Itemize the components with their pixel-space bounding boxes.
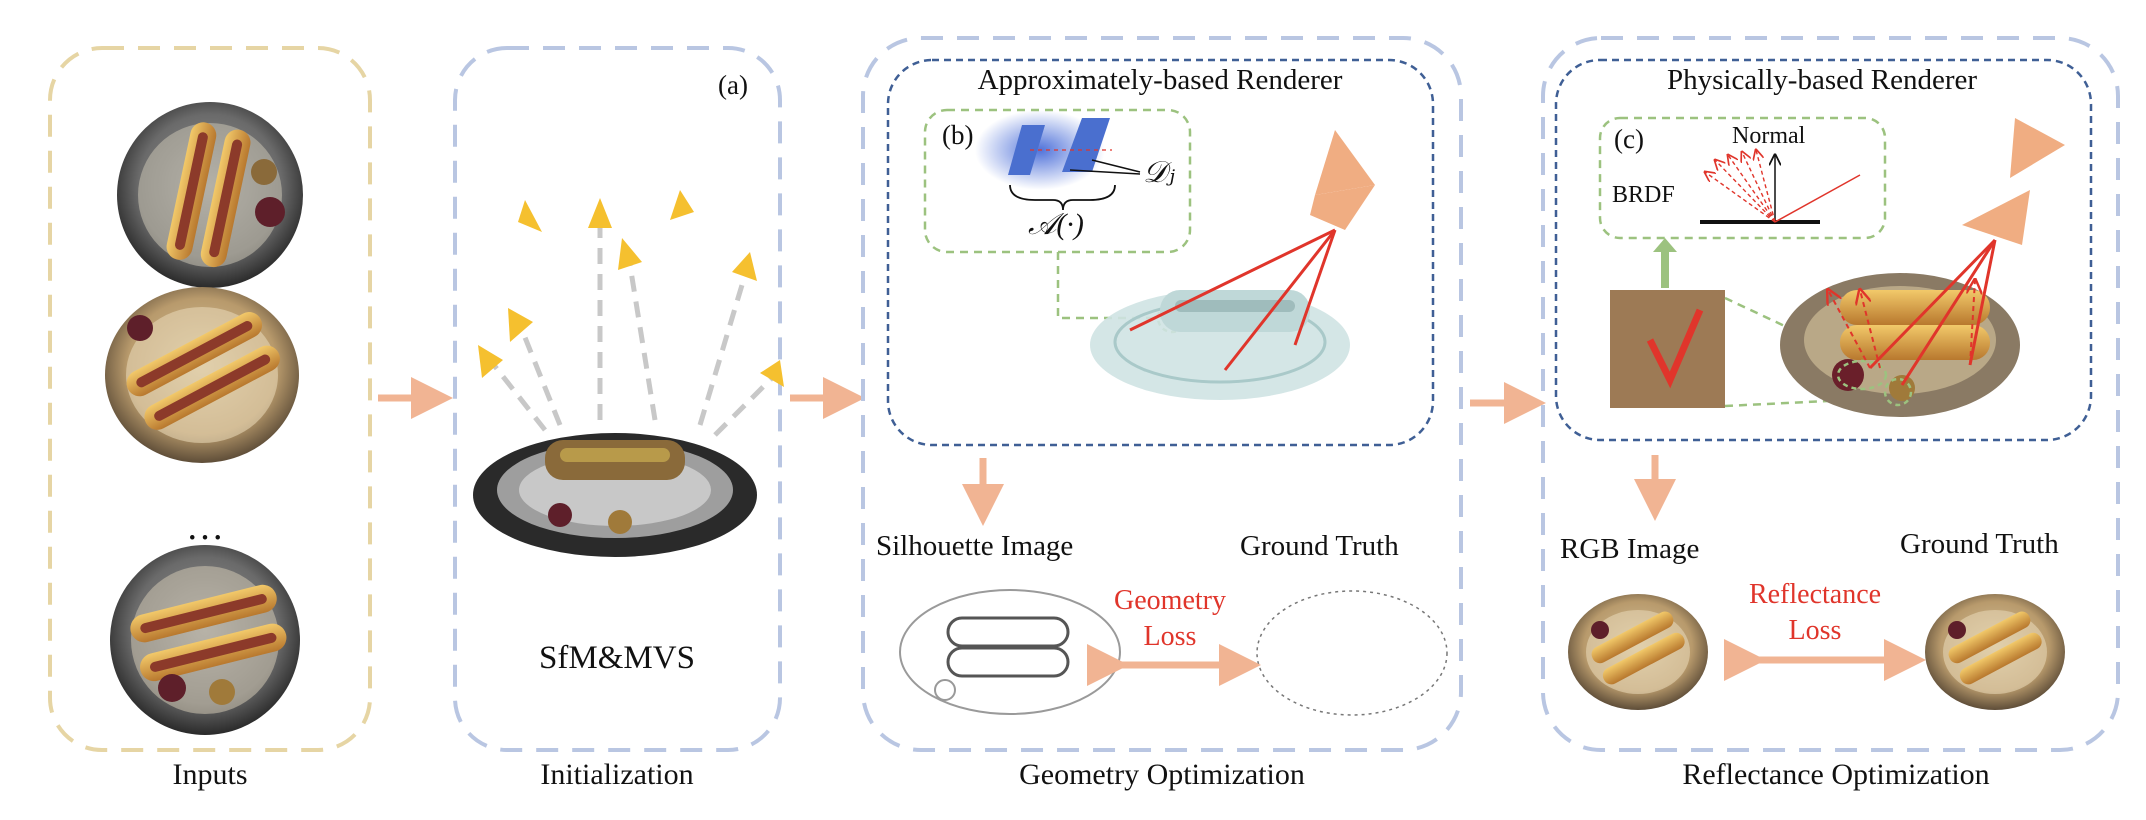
- reflectance-loss-label: Reflectance Loss: [1749, 577, 1881, 649]
- brdf-sketch: [1700, 150, 1861, 224]
- gaussian-triangles: [975, 110, 1141, 211]
- input-image-3: [110, 545, 300, 735]
- ground-truth-silhouette: [1256, 590, 1448, 716]
- reflectance-loss-line2: Loss: [1788, 615, 1842, 646]
- inset-c-tag: (c): [1614, 124, 1644, 154]
- rays-reflectance-bounce: [1828, 280, 1975, 369]
- geometry-loss-line1: Geometry: [1114, 585, 1226, 616]
- normal-label: Normal: [1732, 123, 1806, 149]
- reflectance-caption: Reflectance Optimization: [1682, 758, 1990, 791]
- initialization-caption: Initialization: [540, 758, 694, 791]
- silhouette-image-label: Silhouette Image: [876, 530, 1074, 562]
- inset-c: [1598, 116, 1887, 240]
- geometry-loss-label: Geometry Loss: [1114, 583, 1226, 655]
- geometry-ground-truth-label: Ground Truth: [1240, 530, 1399, 562]
- reflectance-ground-truth-label: Ground Truth: [1900, 528, 2059, 560]
- camera-heads: [478, 190, 784, 387]
- inputs-panel: [48, 46, 372, 752]
- reflectance-mesh: [1780, 273, 2020, 417]
- method-label: SfM&MVS: [539, 640, 695, 676]
- reflectance-loss-line1: Reflectance: [1748, 579, 1882, 610]
- camera-geometry: [1310, 130, 1375, 230]
- geometry-panel: [861, 36, 1463, 752]
- brdf-label: BRDF: [1612, 182, 1675, 208]
- initialization-tag: (a): [718, 70, 748, 100]
- input-image-1: [117, 102, 303, 288]
- rays-reflectance: [1868, 238, 1997, 386]
- zoom-crop: [1610, 290, 1725, 408]
- inset-b-tag: (b): [942, 120, 974, 150]
- approx-renderer-title: Approximately-based Renderer: [977, 64, 1343, 96]
- point-cloud: [473, 433, 757, 557]
- rays-geometry: [1129, 228, 1337, 371]
- math-d-j: 𝒟ⱼ: [1143, 156, 1175, 189]
- math-a: 𝒜(·): [1028, 208, 1084, 241]
- ground-truth-rgb: [1925, 594, 2065, 710]
- rgb-image: [1568, 594, 1708, 710]
- geometry-caption: Geometry Optimization: [1019, 758, 1305, 791]
- physical-renderer-title: Physically-based Renderer: [1666, 64, 1978, 96]
- camera-reflectance: [1962, 118, 2065, 245]
- input-image-2: [105, 287, 299, 463]
- approx-renderer-box: [886, 58, 1435, 447]
- geometry-loss-line2: Loss: [1143, 621, 1197, 652]
- rgb-image-label: RGB Image: [1560, 533, 1700, 565]
- silhouette-image: [899, 589, 1121, 715]
- camera-arrows: [488, 220, 777, 437]
- initialization-panel: [453, 46, 782, 752]
- physical-renderer-box: [1554, 58, 2093, 442]
- inputs-caption: Inputs: [172, 758, 248, 791]
- inputs-ellipsis: …: [186, 506, 224, 548]
- geometry-mesh: [1090, 290, 1350, 400]
- reflectance-panel: [1541, 36, 2120, 752]
- inset-b: [923, 108, 1192, 254]
